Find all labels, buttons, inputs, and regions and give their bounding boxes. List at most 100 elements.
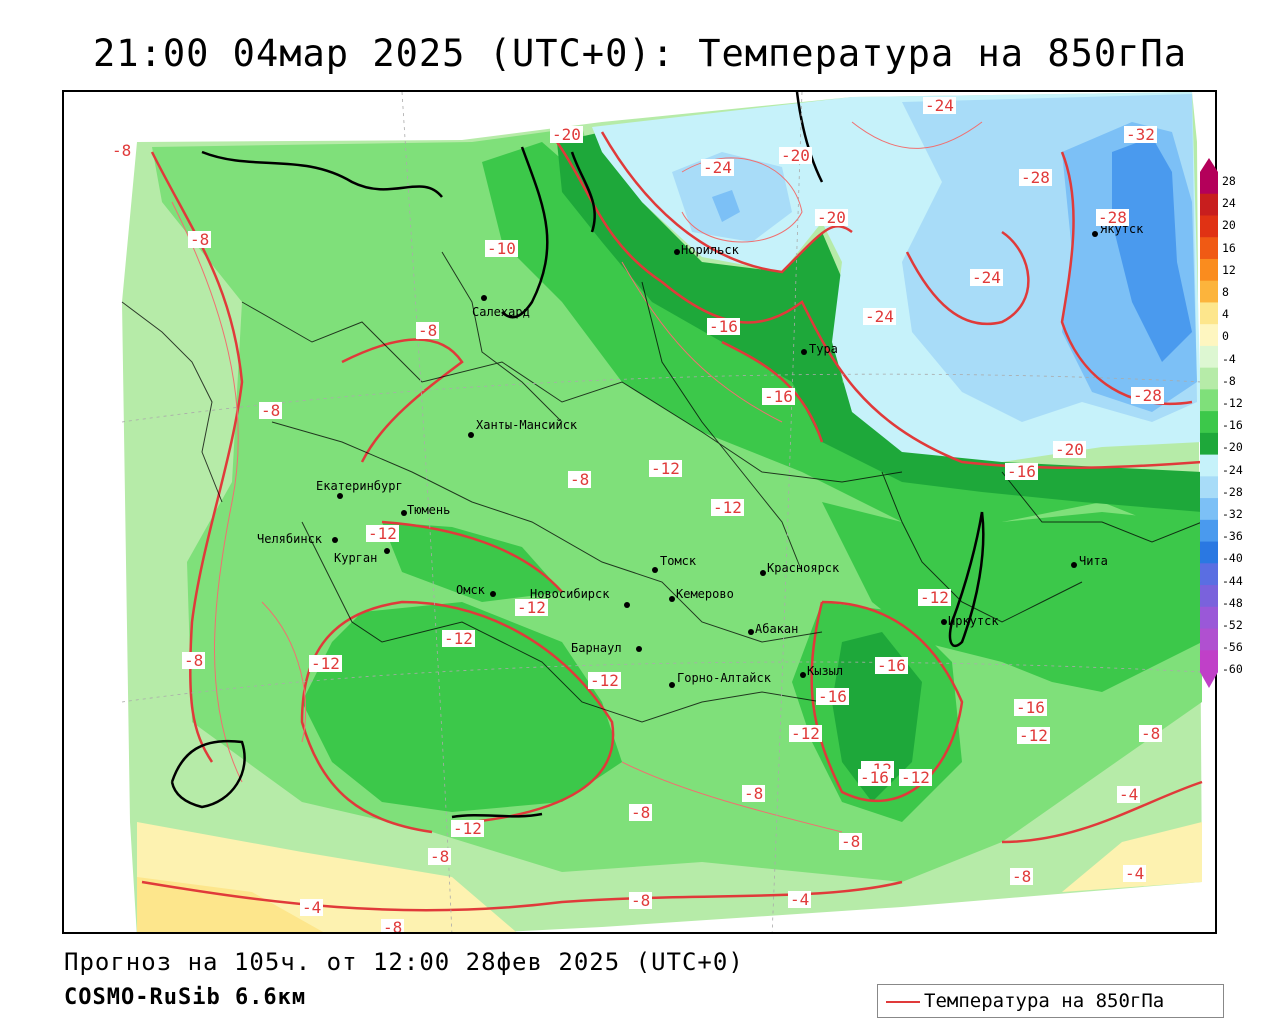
colorbar-tick-label: 8 xyxy=(1222,285,1229,300)
contour-label: -20 xyxy=(779,146,812,165)
colorbar-swatch xyxy=(1200,628,1218,651)
contour-label: -24 xyxy=(701,158,734,177)
colorbar-tick-label: -16 xyxy=(1222,418,1243,433)
city-label: Томск xyxy=(660,554,697,568)
contour-label: -16 xyxy=(1014,698,1047,717)
contour-label: -12 xyxy=(918,588,951,607)
city-label: Курган xyxy=(334,551,378,565)
colorbar-tick-label: -12 xyxy=(1222,396,1243,411)
contour-label: -12 xyxy=(588,671,621,690)
contour-label: -8 xyxy=(568,470,592,489)
colorbar xyxy=(1200,158,1218,688)
colorbar-tick-label: -52 xyxy=(1222,618,1243,633)
colorbar-tick-label: -44 xyxy=(1222,573,1243,588)
contour-label: -16 xyxy=(875,656,908,675)
city-label: Кызыл xyxy=(807,664,844,678)
contour-label: -12 xyxy=(649,459,682,478)
city-label: Чита xyxy=(1079,554,1108,568)
city-label: Новосибирск xyxy=(530,587,610,601)
colorbar-swatch xyxy=(1200,172,1218,195)
contour-label: -4 xyxy=(1117,785,1141,804)
colorbar-tick-label: -40 xyxy=(1222,551,1243,566)
city-label: Омск xyxy=(456,583,485,597)
contour-label: -24 xyxy=(863,307,896,326)
contour-label: -8 xyxy=(428,847,452,866)
colorbar-tick-label: 20 xyxy=(1222,218,1236,233)
map-fill xyxy=(64,92,1215,932)
colorbar-swatch xyxy=(1200,650,1218,673)
contour-label: -12 xyxy=(899,768,932,787)
colorbar-tick-label: -48 xyxy=(1222,595,1243,610)
contour-label: -12 xyxy=(1017,726,1050,745)
contour-label: -12 xyxy=(515,598,548,617)
colorbar-swatch xyxy=(1200,432,1218,456)
contour-label: -8 xyxy=(381,918,405,934)
contour-label: -12 xyxy=(711,498,744,517)
legend-label: Температура на 850гПа xyxy=(924,990,1165,1012)
contour-label: -20 xyxy=(550,125,583,144)
contour-label: -28 xyxy=(1131,386,1164,405)
colorbar-swatch xyxy=(1200,193,1218,216)
city-label: Челябинск xyxy=(257,532,323,546)
forecast-info: Прогноз на 105ч. от 12:00 28фев 2025 (UT… xyxy=(64,948,744,976)
colorbar-swatch xyxy=(1200,215,1218,238)
colorbar-labels: 28 24 20 16 12 8 4 0 -4 -8 -12 -16 -20 -24 -28 -32 -36 -4… xyxy=(1222,170,1243,681)
contour-label: -8 xyxy=(188,230,212,249)
colorbar-swatch xyxy=(1200,258,1218,282)
city-label: Салехард xyxy=(472,305,530,319)
contour-label: -8 xyxy=(742,784,766,803)
city-label: Абакан xyxy=(755,622,799,636)
city-label: Барнаул xyxy=(571,641,622,655)
colorbar-swatch xyxy=(1200,541,1218,564)
contour-label: -8 xyxy=(1010,867,1034,886)
contour-label: -12 xyxy=(309,654,342,673)
city-label: Ханты-Мансийск xyxy=(476,418,578,432)
temperature-map: Норильск Салехард Тура Якутск Ханты-Манс… xyxy=(62,90,1217,934)
colorbar-swatch xyxy=(1200,367,1218,390)
contour-label: -24 xyxy=(923,96,956,115)
city-label: Горно-Алтайск xyxy=(677,671,771,685)
contour-label: -16 xyxy=(816,687,849,706)
city-label: Кемерово xyxy=(676,587,734,601)
colorbar-tick-label: 4 xyxy=(1222,307,1229,322)
colorbar-tick-label: -4 xyxy=(1222,351,1236,366)
contour-label: -20 xyxy=(1053,440,1086,459)
model-name: COSMO-RuSib 6.6км xyxy=(64,985,307,1010)
colorbar-tick-label: -20 xyxy=(1222,440,1243,455)
contour-label: -8 xyxy=(1139,724,1163,743)
colorbar-top-arrow xyxy=(1200,158,1218,172)
colorbar-swatch xyxy=(1200,302,1218,325)
colorbar-tick-label: -60 xyxy=(1222,662,1243,677)
colorbar-swatch xyxy=(1200,389,1218,412)
contour-label: -10 xyxy=(485,239,518,258)
contour-label: -8 xyxy=(259,401,283,420)
city-label: Екатеринбург xyxy=(316,479,403,493)
contour-label: -8 xyxy=(416,321,440,340)
colorbar-swatch xyxy=(1200,519,1218,543)
colorbar-swatch xyxy=(1200,563,1218,586)
contour-label: -12 xyxy=(366,524,399,543)
contour-label: -8 xyxy=(839,832,863,851)
legend: Температура на 850гПа xyxy=(877,984,1224,1018)
contour-label: -28 xyxy=(1019,168,1052,187)
colorbar-tick-label: -24 xyxy=(1222,462,1243,477)
colorbar-swatch xyxy=(1200,237,1218,260)
colorbar-tick-label: 28 xyxy=(1222,174,1236,188)
colorbar-swatch xyxy=(1200,411,1218,434)
colorbar-tick-label: 16 xyxy=(1222,240,1236,255)
contour-label: -12 xyxy=(789,724,822,743)
contour-label: -16 xyxy=(858,768,891,787)
colorbar-swatch xyxy=(1200,345,1218,369)
colorbar-swatch xyxy=(1200,476,1218,499)
contour-label: -8 xyxy=(629,803,653,822)
legend-line-icon xyxy=(886,1001,920,1003)
colorbar-tick-label: -28 xyxy=(1222,484,1243,499)
colorbar-tick-label: 0 xyxy=(1222,329,1229,344)
contour-label: -16 xyxy=(1005,462,1038,481)
contour-label: -28 xyxy=(1096,208,1129,227)
contour-label: -20 xyxy=(815,208,848,227)
colorbar-swatch xyxy=(1200,585,1218,608)
city-label: Иркутск xyxy=(948,614,999,628)
colorbar-swatch xyxy=(1200,454,1218,477)
colorbar-tick-label: -32 xyxy=(1222,507,1243,522)
